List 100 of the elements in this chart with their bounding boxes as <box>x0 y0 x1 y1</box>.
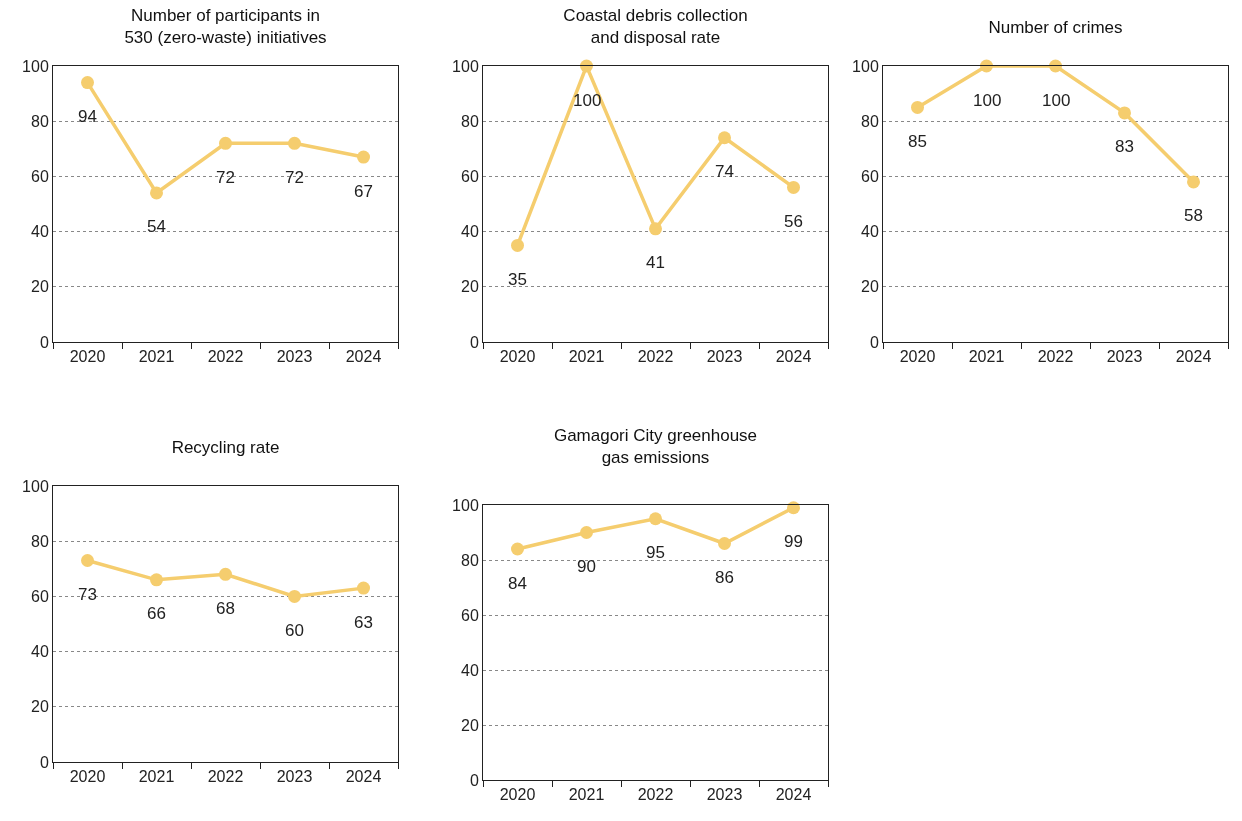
point <box>649 222 662 236</box>
data-label: 94 <box>78 107 97 126</box>
x-tick-label: 2024 <box>775 786 812 804</box>
y-tick-label: 80 <box>461 551 479 569</box>
x-tick-label: 2021 <box>568 348 605 366</box>
data-label: 66 <box>147 604 166 623</box>
point <box>219 136 232 150</box>
point <box>511 238 524 252</box>
y-tick-label: 80 <box>31 112 49 130</box>
point <box>718 131 731 145</box>
x-tick-label: 2023 <box>706 786 743 804</box>
point <box>81 76 94 90</box>
x-tick-label: 2022 <box>1037 348 1074 366</box>
x-tick-label: 2020 <box>499 348 536 366</box>
point <box>288 136 301 150</box>
y-tick-label: 0 <box>869 333 879 351</box>
y-tick-label: 0 <box>469 333 479 351</box>
y-tick-label: 60 <box>31 168 49 185</box>
point <box>150 186 163 200</box>
chart-title: Gamagori City greenhouse gas emissions <box>553 426 758 468</box>
point <box>580 59 593 73</box>
point <box>1187 175 1200 189</box>
point <box>219 567 232 581</box>
point <box>787 180 800 194</box>
y-tick-label: 20 <box>31 278 49 296</box>
x-tick-label: 2024 <box>1175 348 1212 366</box>
y-tick-label: 20 <box>31 698 49 716</box>
x-tick-label: 2021 <box>138 768 175 786</box>
x-tick-label: 2021 <box>968 348 1005 366</box>
data-label: 41 <box>646 253 665 272</box>
data-label: 63 <box>354 613 373 632</box>
point <box>1118 106 1131 120</box>
point <box>150 573 163 587</box>
x-tick-label: 2024 <box>775 348 812 366</box>
data-label: 100 <box>973 91 1002 110</box>
chart-title: Coastal debris collection and disposal rate <box>563 6 748 48</box>
y-tick-label: 40 <box>461 223 479 241</box>
y-tick-label: 60 <box>461 168 479 185</box>
data-label: 58 <box>1184 206 1203 225</box>
y-tick-label: 20 <box>861 278 879 296</box>
point <box>288 589 301 603</box>
data-label: 83 <box>1115 137 1134 156</box>
chart-title: Number of participants in 530 (zero-waste) initiatives <box>124 6 327 48</box>
data-label: 86 <box>715 568 734 587</box>
data-label: 73 <box>78 585 97 604</box>
point <box>649 512 662 526</box>
y-tick-label: 40 <box>31 643 49 661</box>
data-label: 85 <box>908 132 927 151</box>
x-tick-label: 2020 <box>69 768 106 786</box>
point <box>980 59 993 73</box>
point <box>81 554 94 568</box>
x-tick-label: 2023 <box>1106 348 1143 366</box>
data-label: 99 <box>784 532 803 551</box>
y-tick-label: 40 <box>461 661 479 679</box>
point <box>357 150 370 164</box>
y-tick-label: 100 <box>452 57 479 75</box>
y-tick-label: 100 <box>452 496 479 514</box>
x-tick-label: 2020 <box>499 786 536 804</box>
data-label: 60 <box>285 621 304 640</box>
data-label: 84 <box>508 574 527 593</box>
y-tick-label: 80 <box>861 112 879 130</box>
y-tick-label: 40 <box>861 223 879 241</box>
x-tick-label: 2023 <box>706 348 743 366</box>
y-tick-label: 0 <box>469 771 479 789</box>
x-tick-label: 2022 <box>637 786 674 804</box>
x-tick-label: 2020 <box>69 348 106 366</box>
x-tick-label: 2023 <box>276 768 313 786</box>
y-tick-label: 100 <box>852 57 879 75</box>
data-label: 56 <box>784 212 803 231</box>
x-tick-label: 2022 <box>207 768 244 786</box>
point <box>580 526 593 539</box>
data-label: 67 <box>354 182 373 201</box>
point <box>357 581 370 595</box>
chart-title: Number of crimes <box>988 18 1123 38</box>
point <box>1049 59 1062 73</box>
data-label: 72 <box>216 168 235 187</box>
data-label: 35 <box>508 270 527 289</box>
point <box>911 100 924 114</box>
x-tick-label: 2020 <box>899 348 936 366</box>
y-tick-label: 60 <box>461 606 479 624</box>
data-label: 72 <box>285 168 304 187</box>
y-tick-label: 20 <box>461 716 479 734</box>
data-label: 100 <box>573 91 602 110</box>
y-tick-label: 80 <box>31 532 49 550</box>
point <box>787 501 800 515</box>
x-tick-label: 2024 <box>345 768 382 786</box>
data-label: 54 <box>147 217 166 236</box>
y-tick-label: 40 <box>31 223 49 241</box>
x-tick-label: 2024 <box>345 348 382 366</box>
y-tick-label: 0 <box>39 753 49 771</box>
data-label: 95 <box>646 543 665 562</box>
y-tick-label: 60 <box>861 168 879 185</box>
y-tick-label: 100 <box>22 477 49 495</box>
y-tick-label: 80 <box>461 112 479 130</box>
x-tick-label: 2021 <box>568 786 605 804</box>
chart-title: Recycling rate <box>171 438 280 458</box>
x-tick-label: 2022 <box>637 348 674 366</box>
data-label: 68 <box>216 599 235 618</box>
data-label: 100 <box>1042 91 1071 110</box>
y-tick-label: 20 <box>461 278 479 296</box>
